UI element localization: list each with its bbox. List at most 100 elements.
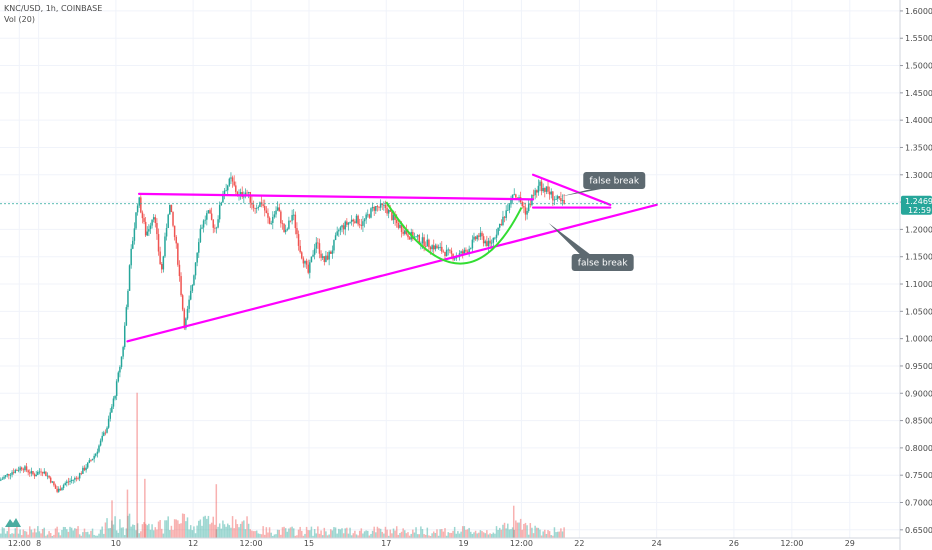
volume-bar — [553, 527, 556, 538]
volume-bar — [386, 529, 388, 538]
candle-body — [341, 225, 343, 228]
price-tick-label: 1.2000 — [905, 225, 932, 234]
candle-body — [329, 251, 332, 254]
candle-body — [198, 242, 200, 253]
candle-body — [347, 222, 350, 225]
candle-body — [481, 232, 483, 237]
volume-bar — [35, 532, 37, 538]
candle-body — [185, 318, 187, 329]
price-tick-label: 1.5000 — [905, 62, 932, 71]
candle-body — [260, 202, 263, 205]
volume-bar — [169, 530, 171, 538]
candle-body — [3, 476, 5, 479]
volume-bar — [275, 534, 277, 538]
volume-bar — [450, 532, 453, 538]
volume-bar — [288, 528, 290, 538]
volume-bar — [392, 528, 395, 538]
candle-body — [490, 242, 493, 244]
candle-body — [431, 245, 433, 250]
volume-label[interactable]: Vol (20) — [4, 15, 35, 24]
candle-body — [281, 223, 284, 225]
volume-bar — [206, 518, 208, 538]
volume-bar — [119, 519, 121, 538]
candle-body — [489, 240, 491, 244]
candle-body — [86, 462, 89, 468]
candle-body — [289, 220, 292, 222]
price-axis[interactable]: 0.6500 0.7000 0.7500 0.8000 0.8500 0.9000 0.95… — [899, 0, 932, 550]
volume-bar — [328, 534, 330, 538]
candle-body — [500, 223, 503, 226]
callout-text: false break — [589, 177, 640, 187]
candle-body — [247, 192, 250, 193]
false-break-callout: false break — [560, 172, 646, 197]
candle-body — [310, 256, 313, 263]
candle-body — [389, 209, 392, 212]
candle-body — [181, 295, 184, 310]
candle-body — [25, 466, 28, 471]
callout-pointer — [560, 189, 602, 197]
volume-bar — [466, 529, 469, 538]
candle-body — [505, 210, 507, 218]
candle-body — [235, 185, 237, 192]
volume-bar — [310, 526, 313, 538]
candle-body — [275, 210, 277, 215]
volume-bar — [37, 526, 39, 538]
price-tick-label: 0.7000 — [905, 498, 932, 507]
volume-bar — [148, 523, 150, 538]
candle-body — [228, 178, 231, 186]
volume-bar — [172, 529, 174, 538]
volume-bar — [241, 521, 243, 538]
candle-body — [162, 256, 165, 270]
volume-bar — [109, 527, 111, 538]
candle-body — [8, 474, 10, 476]
trendline-wedge-upper — [531, 173, 612, 206]
volume-bar — [228, 525, 231, 538]
volume-bar — [214, 524, 216, 538]
candle-body — [334, 235, 337, 241]
candle-body — [188, 299, 190, 309]
candle-body — [27, 470, 29, 473]
candle-body — [495, 234, 498, 238]
volume-bar — [358, 530, 361, 538]
candle-body — [204, 219, 206, 221]
volume-bar — [99, 529, 102, 538]
tradingview-logo-icon[interactable] — [4, 515, 22, 529]
volume-bar — [149, 529, 152, 538]
candle-body — [74, 477, 76, 480]
candle-body — [545, 186, 548, 192]
volume-bar — [508, 529, 511, 538]
time-axis[interactable]: 12:00 8 10 12 12:00 15 17 19 12:00 22 24 26 12:00 29 — [0, 537, 900, 548]
symbol-label[interactable]: KNC/USD, 1h, COINBASE — [4, 4, 103, 13]
volume-bar — [222, 520, 224, 538]
candle-body — [98, 445, 100, 452]
volume-bar — [273, 534, 276, 538]
candle-body — [226, 185, 229, 191]
time-tick-label: 12:00 — [8, 539, 31, 548]
candle-body — [532, 195, 535, 196]
volume-bar — [481, 531, 483, 538]
candle-body — [468, 248, 470, 254]
candle-body — [66, 481, 68, 484]
candle-body — [304, 260, 306, 264]
candle-body — [236, 191, 239, 196]
candle-body — [391, 211, 393, 221]
candle-body — [339, 227, 342, 231]
volume-bar — [558, 531, 561, 538]
candle-body — [405, 230, 408, 235]
candle-body — [560, 198, 562, 201]
candle-body — [69, 480, 71, 482]
candle-body — [243, 196, 245, 198]
candle-body — [437, 247, 440, 249]
volume-bar — [140, 531, 142, 538]
volume-bar — [458, 533, 461, 538]
candle-body — [542, 188, 544, 192]
volume-bar — [473, 532, 475, 538]
volume-bar — [220, 528, 223, 538]
volume-bar — [336, 533, 338, 538]
volume-bar — [447, 532, 449, 538]
volume-bar — [291, 526, 293, 538]
volume-bar — [516, 522, 519, 538]
candle-body — [189, 290, 192, 300]
volume-bar — [453, 526, 456, 538]
